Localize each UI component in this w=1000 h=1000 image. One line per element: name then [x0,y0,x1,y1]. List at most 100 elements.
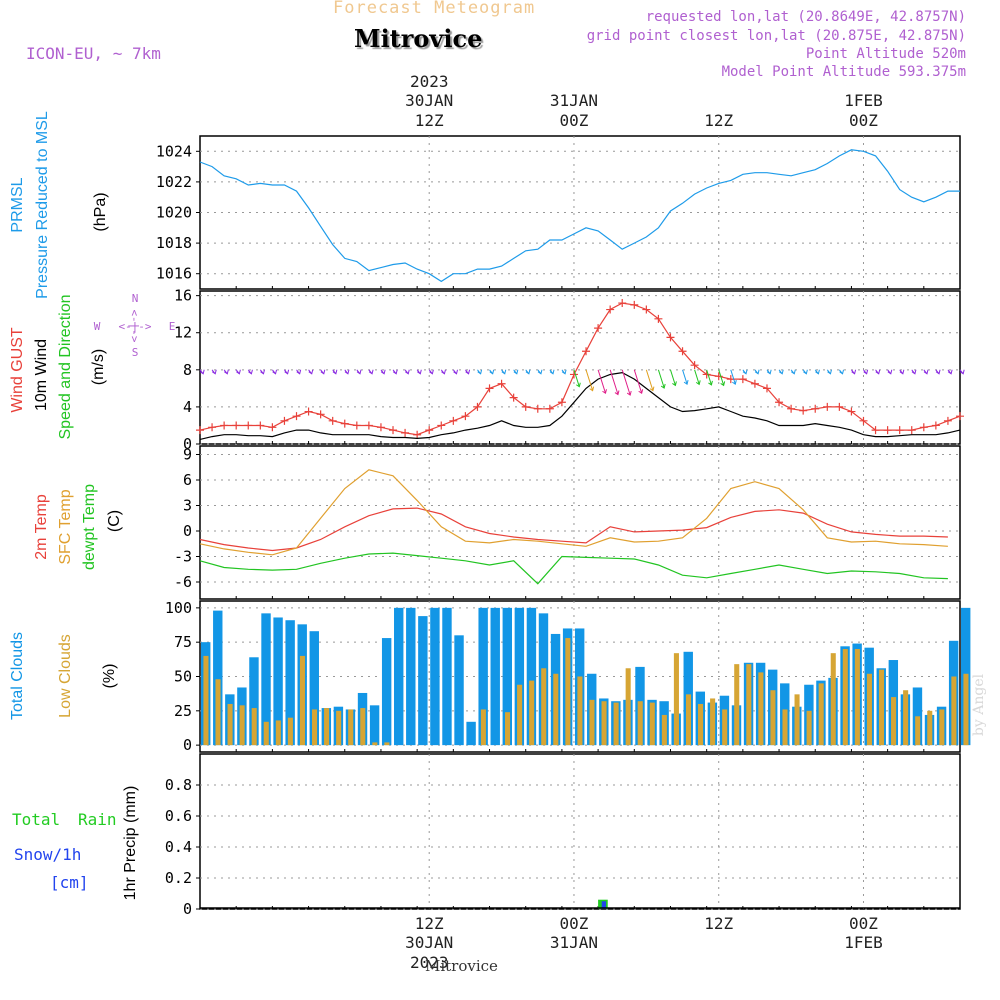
wind-gust-marker [630,300,639,309]
total-cloud-bar [273,617,283,746]
wind-direction-arrow [645,369,655,392]
model-label: ICON-EU, ~ 7km [26,44,161,63]
wind-gust-marker [738,375,747,384]
wind-direction-arrow [814,369,820,375]
low-cloud-bar [360,708,366,746]
total-label: Total [12,810,60,829]
wind-direction-arrow [826,369,832,375]
precip-axis-label: 1hr Precip (mm) [122,786,139,901]
y-tick-label: 25 [174,702,192,720]
bottom-time-label: 2023 [410,953,449,972]
low-cloud-bar [324,708,330,746]
wind-direction-arrow [694,369,701,386]
wind-direction-arrow [730,369,737,385]
low-cloud-bar [565,638,571,746]
wind-gust-marker [799,406,808,415]
bottom-time-label: 1FEB [844,933,883,952]
low-cloud-bar [299,655,305,746]
low-cloud-bar [903,690,909,746]
y-tick-label: 0.8 [165,776,192,794]
wind-speed-line [199,371,961,440]
y-tick-label: 1024 [156,142,192,160]
pressure-label: Pressure Reduced to MSL [34,111,51,299]
low-cloud-bar [311,709,318,746]
top-time-label: 00Z [849,111,878,130]
wind-gust-marker [461,412,470,421]
wind-gust-marker [666,333,675,342]
wind-gust-marker [280,416,289,425]
supertitle: Forecast Meteogram [333,0,536,18]
total-cloud-bar [526,607,537,746]
wind-gust-marker [497,379,506,388]
y-tick-label: 3 [183,497,192,515]
wind-direction-arrow [851,369,857,375]
y-tick-label: 0.2 [165,869,192,887]
wind-gust-marker [232,421,241,430]
wind-gust-marker [569,370,578,379]
wind-direction-arrow [669,369,677,387]
wind-gust-marker [256,421,265,430]
y-tick-label: 9 [183,446,192,464]
wind-direction-arrow [271,369,278,375]
wind-direction-arrow [465,369,471,375]
total-cloud-bar [454,635,464,746]
wind-direction-arrow [416,369,422,375]
sfc-temp-line [199,469,948,556]
wind-gust-marker [268,423,277,432]
low-cloud-bar [963,673,969,746]
compass-n: N [132,292,139,305]
low-cloud-bar [710,698,716,746]
wind-unit-label: (m/s) [90,349,107,385]
compass-arrows-vertical: <-|-> [128,309,141,342]
wind-direction-arrow [525,369,531,375]
panel-2: 0 4 8 12 16 [174,287,961,453]
footer-title: Mitrovice [425,957,498,975]
wind-gust-marker [364,421,373,430]
low-cloud-bar [698,703,704,746]
credit-watermark: by Angel [971,673,987,736]
total-cloud-bar [394,607,404,746]
y-tick-label: 0 [183,900,192,918]
low-cloud-bar [661,714,667,746]
top-time-label: 12Z [415,111,444,130]
low-cloud-bar [384,742,390,746]
wind-gust-marker [401,428,410,437]
low-cloud-bar [601,701,607,746]
low-cloud-bar [203,655,209,746]
wind-gust-marker [340,419,349,428]
prmsl-label: PRMSL [9,177,26,232]
wind-gust-marker [678,347,687,356]
wind-direction-arrow [573,369,581,388]
wind-gust-marker [606,305,615,314]
low-cloud-bar [287,717,293,746]
low-cloud-bar [770,690,776,746]
low-clouds-label: Low Clouds [57,634,74,718]
low-cloud-bar [348,709,354,746]
wind-gust-marker [208,423,217,432]
low-cloud-bar [529,680,535,746]
wind-label: 10m Wind [33,339,50,411]
wind-gust-marker [919,423,928,432]
low-cloud-bar [215,679,221,746]
wind-direction-arrow [706,369,713,386]
low-cloud-bar [613,702,619,746]
wind-direction-arrow [742,369,748,375]
wind-direction-arrow [802,369,808,375]
wind-direction-arrow [754,369,760,375]
wind-direction-arrow [959,369,965,375]
wind-gust-marker [292,412,301,421]
total-cloud-bar [309,631,319,746]
wind-direction-arrow [235,369,241,375]
wind-gust-marker [787,404,796,413]
y-tick-label: 50 [174,668,192,686]
wind-direction-arrow [911,369,917,375]
wind-gust-marker [594,324,603,333]
low-cloud-bar [263,721,269,746]
wind-direction-arrow [344,369,350,375]
wind-gust-marker [437,421,446,430]
wind-gust-marker [775,398,784,407]
bottom-time-label: 00Z [560,914,589,933]
low-cloud-bar [673,653,679,746]
clouds-unit-label: (%) [101,664,118,689]
prmsl-line [199,149,960,283]
